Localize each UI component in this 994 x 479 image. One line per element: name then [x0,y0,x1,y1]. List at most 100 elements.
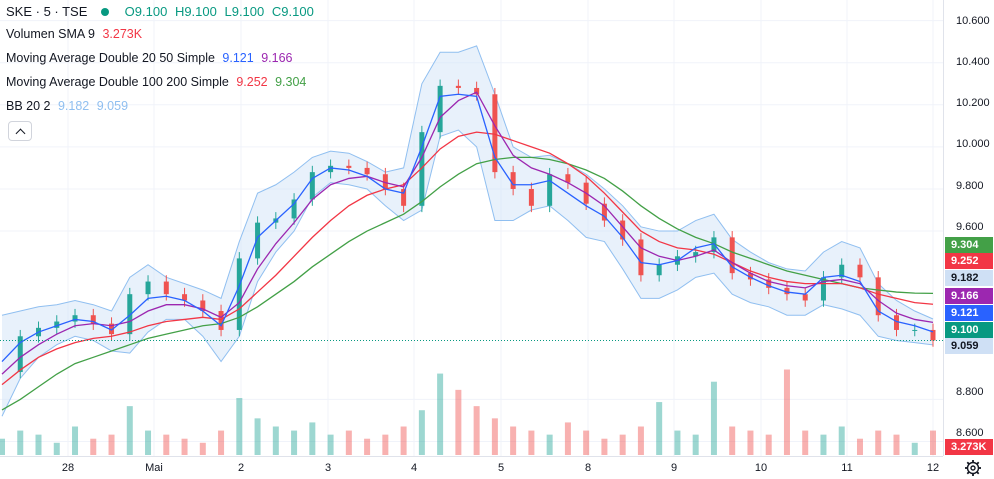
candle-body [820,277,826,301]
y-tick-label: 8.800 [956,386,984,398]
candle-body [729,237,735,274]
bb-lower-price-badge: 9.059 [945,338,993,354]
candle-body [382,174,388,189]
volume-bar [126,406,133,455]
candle-body [474,87,480,95]
candle-body [309,172,315,200]
time-axis[interactable]: 28 Mai 2 3 4 5 8 9 10 11 12 [0,456,943,479]
indicator-value: 3.273K [102,27,143,41]
candle-body [346,165,352,168]
volume-bar [382,434,389,455]
ohlc-open: O9.100 [124,4,168,19]
volume-bar [418,410,425,455]
volume-bar [218,430,225,455]
y-tick-label: 10.200 [956,97,990,109]
indicator-value: 9.121 [222,51,254,65]
candle-body [857,264,863,278]
symbol-label[interactable]: SKE · 5 · TSE [6,4,88,19]
volume-bar [53,442,60,455]
volume-bar [364,438,371,455]
volume-bar [820,434,827,455]
candle-body [328,165,334,173]
volume-bar [0,438,5,455]
legend-ma-short-row[interactable]: Moving Average Double 20 50 Simple 9.121… [6,51,296,65]
legend-volume-row[interactable]: Volumen SMA 9 3.273K [6,27,146,41]
ohlc-close: C9.100 [271,4,314,19]
candle-body [893,315,899,330]
legend-bb-row[interactable]: BB 20 2 9.182 9.059 [6,99,132,113]
volume-bar [783,369,790,455]
candle-body [839,264,845,278]
candle-body [565,174,571,183]
settings-gear-icon[interactable] [964,459,982,477]
volume-bar [710,381,717,455]
indicator-name: BB 20 2 [6,99,51,113]
price-chart[interactable] [0,0,943,456]
volume-bar [181,438,188,455]
volume-bar [272,426,279,455]
ma50-price-badge: 9.166 [945,288,993,304]
bb-lower-line [1,129,934,417]
x-tick-label: 9 [670,462,678,474]
volume-bar [893,434,900,455]
volume-bar [163,434,170,455]
candle-body [291,199,297,219]
x-tick-label: 11 [841,462,853,474]
volume-bar [619,434,626,455]
volume-bar [309,422,316,455]
legend-symbol-row: SKE · 5 · TSE O9.100 H9.100 L9.100 C9.10… [6,4,318,19]
indicator-name: Moving Average Double 100 200 Simple [6,75,229,89]
bb-upper-price-badge: 9.182 [945,270,993,286]
x-tick-label: 28 [61,462,75,474]
candle-body [401,188,407,206]
ma200-line [1,156,934,411]
indicator-name: Volumen SMA 9 [6,27,95,41]
volume-bar [437,373,444,455]
moving-average-lines [1,91,934,411]
candle-body [547,174,553,206]
chart-grid [0,0,943,456]
candle-body [601,203,607,221]
x-tick-label: 10 [754,462,768,474]
candle-body [656,264,662,276]
x-tick-label: 5 [497,462,505,474]
y-tick-label: 9.600 [956,221,984,233]
volume-bar [656,402,663,455]
indicator-value: 9.304 [275,75,307,89]
y-tick-label: 10.600 [956,15,990,27]
candle-body [200,300,206,312]
last-price-badge: 9.100 [945,322,993,338]
volume-bar [108,434,115,455]
collapse-legend-button[interactable] [8,121,32,141]
candle-body [620,220,626,240]
legend-ma-long-row[interactable]: Moving Average Double 100 200 Simple 9.2… [6,75,310,89]
market-status-icon [101,8,110,17]
indicator-value: 9.166 [261,51,293,65]
candle-body [492,94,498,173]
price-axis[interactable]: 10.600 10.400 10.200 10.000 9.800 9.600 … [943,0,994,456]
volume-bar [491,418,498,455]
volume-bar [199,442,206,455]
candle-body [236,258,242,330]
candle-body [90,315,96,324]
candle-body [163,281,169,295]
candle-body [912,329,918,331]
candle-body [218,311,224,330]
price-candles [17,79,936,379]
indicator-name: Moving Average Double 20 50 Simple [6,51,215,65]
candle-body [182,294,188,301]
x-tick-label: Mai [145,462,163,474]
bb-upper-line [1,45,934,320]
volume-bar [856,438,863,455]
volume-bar [400,426,407,455]
volume-bar [291,430,298,455]
volume-bar [327,434,334,455]
candle-body [528,188,534,206]
candle-body [875,277,881,316]
volume-bar [473,406,480,455]
volume-bar [637,426,644,455]
y-tick-label: 8.600 [956,427,984,439]
volume-bar [528,430,535,455]
y-tick-label: 10.000 [956,138,990,150]
indicator-value: 9.182 [57,99,90,113]
